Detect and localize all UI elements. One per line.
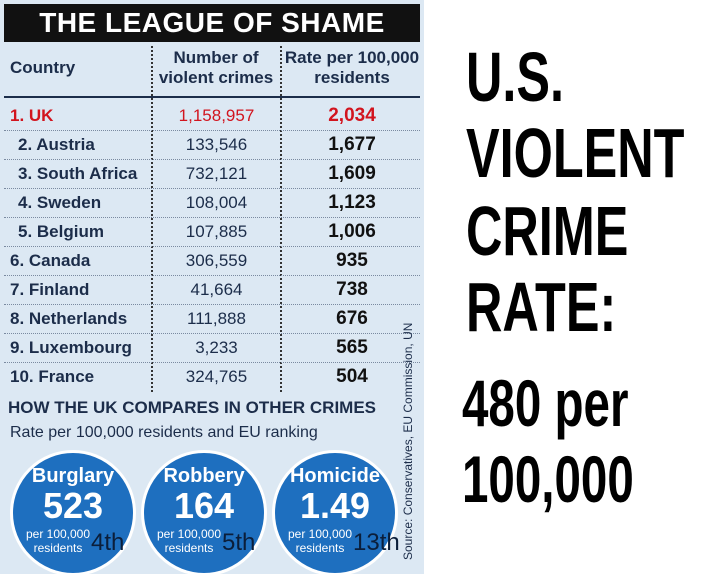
separator	[4, 362, 420, 363]
violent-crimes: 108,004	[185, 193, 248, 212]
crime-unit: per 100,000 residents	[156, 527, 222, 555]
country: 4. Sweden	[18, 193, 102, 212]
separator	[4, 130, 420, 131]
headline: CRIME	[466, 192, 629, 270]
headline: RATE:	[466, 268, 617, 346]
rate: 1,609	[328, 163, 376, 184]
column-header: Rate per 100,000 residents	[284, 48, 420, 87]
rate: 1,677	[328, 134, 376, 155]
separator	[4, 217, 420, 218]
rate: 1,123	[328, 192, 376, 213]
crime-badge: Burglary 523 per 100,000 residents 4th	[10, 450, 136, 574]
country: 10. France	[10, 367, 95, 386]
separator	[280, 46, 282, 392]
headline: U.S.	[466, 38, 565, 116]
country: 7. Finland	[10, 280, 90, 299]
country: 9. Luxembourg	[10, 338, 132, 357]
crime-name: Homicide	[289, 465, 381, 487]
crime-unit: per 100,000 residents	[287, 527, 353, 555]
separator	[4, 188, 420, 189]
headline-figure: 480 per	[462, 366, 629, 440]
rate: 1,006	[328, 221, 376, 242]
crime-name: Robbery	[163, 465, 245, 487]
violent-crimes: 732,121	[185, 164, 248, 183]
rate: 565	[336, 337, 368, 358]
separator	[151, 46, 153, 392]
eu-rank: 5th	[222, 529, 256, 556]
rate: 504	[336, 366, 368, 387]
headline-figure: 100,000	[462, 442, 634, 516]
country: 8. Netherlands	[10, 309, 128, 328]
separator	[4, 159, 420, 160]
country: 2. Austria	[18, 135, 95, 154]
violent-crimes: 133,546	[185, 135, 248, 154]
separator	[4, 333, 420, 334]
crime-rate: 164	[173, 485, 235, 526]
comparison-subheading: Rate per 100,000 residents and EU rankin…	[10, 424, 318, 441]
crime-badge: Homicide 1.49 per 100,000 residents 13th	[272, 450, 400, 574]
country: 3. South Africa	[18, 164, 138, 183]
eu-rank: 4th	[91, 529, 125, 556]
rate: 935	[336, 250, 368, 271]
violent-crimes: 41,664	[190, 280, 243, 299]
separator	[4, 96, 420, 98]
violent-crimes: 3,233	[195, 338, 238, 357]
title: THE LEAGUE OF SHAME	[4, 4, 420, 42]
violent-crimes: 324,765	[185, 367, 248, 386]
rate: 2,034	[328, 105, 376, 126]
crime-badge: Robbery 164 per 100,000 residents 5th	[141, 450, 267, 574]
crime-rate: 1.49	[299, 485, 371, 526]
headline: VIOLENT	[466, 114, 685, 192]
rate: 676	[336, 308, 368, 329]
column-header: Country	[10, 58, 76, 77]
separator	[4, 246, 420, 247]
violent-crimes: 1,158,957	[178, 106, 255, 125]
crime-rate: 523	[42, 485, 104, 526]
crime-name: Burglary	[31, 465, 115, 487]
separator	[4, 275, 420, 276]
violent-crimes: 111,888	[187, 309, 246, 328]
eu-rank: 13th	[353, 529, 400, 556]
rate: 738	[336, 279, 368, 300]
source: Source: Conservatives, EU Commission, UN	[401, 322, 415, 560]
crime-unit: per 100,000 residents	[25, 527, 91, 555]
country: 5. Belgium	[18, 222, 104, 241]
column-header: Number of violent crimes	[158, 48, 274, 87]
country: 1. UK	[10, 106, 54, 125]
separator	[4, 304, 420, 305]
comparison-heading: HOW THE UK COMPARES IN OTHER CRIMES	[8, 398, 377, 417]
violent-crimes: 107,885	[185, 222, 248, 241]
country: 6. Canada	[10, 251, 91, 270]
violent-crimes: 306,559	[185, 251, 248, 270]
